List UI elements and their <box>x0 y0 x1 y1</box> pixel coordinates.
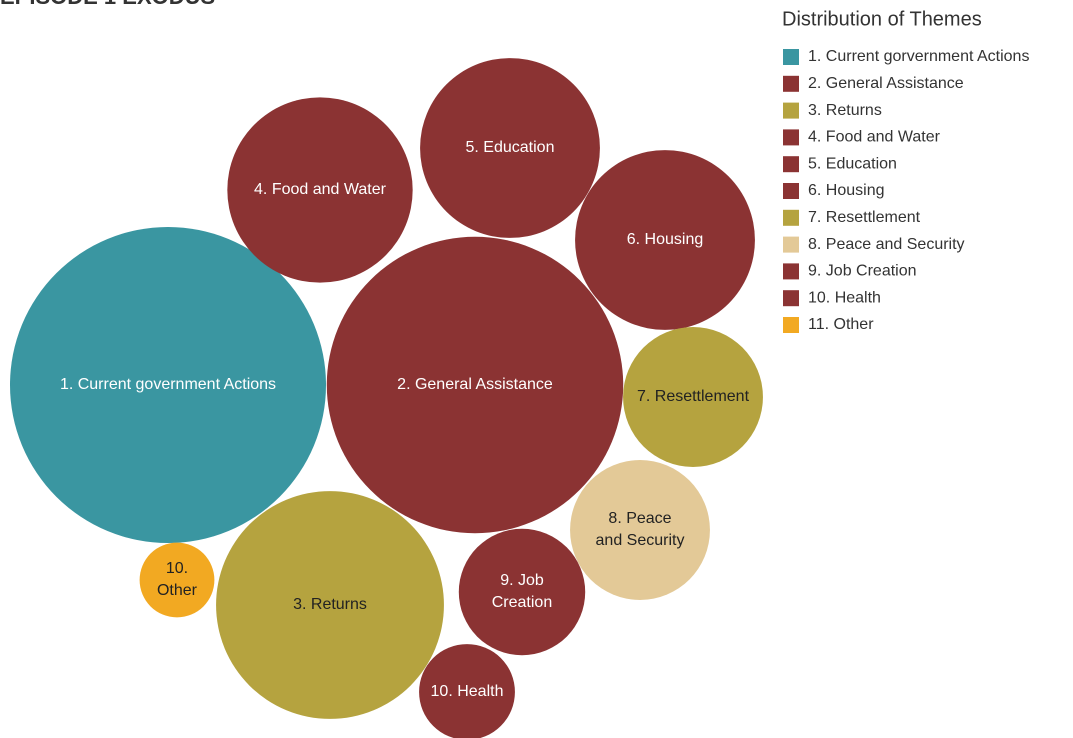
legend-swatch <box>783 156 799 173</box>
legend-label: 7. Resettlement <box>808 209 921 226</box>
bubble-label: 2. General Assistance <box>397 376 553 393</box>
legend-label: 6. Housing <box>808 182 885 199</box>
bubble <box>623 327 763 467</box>
legend-label: 11. Other <box>808 316 874 333</box>
legend-title: Distribution of Themes <box>782 8 982 30</box>
bubble <box>570 460 710 600</box>
bubble-label: 9. Job Creation <box>492 572 552 611</box>
bubble <box>10 227 326 543</box>
legend-swatch <box>783 183 799 199</box>
bubble <box>139 542 215 618</box>
bubble <box>216 491 444 719</box>
chart-title: EPISODE 1 EXODUS <box>0 0 215 9</box>
legend-label: 1. Current gorvernment Actions <box>808 48 1029 65</box>
legend-swatch <box>783 263 799 280</box>
bubble <box>420 58 600 238</box>
legend-swatch <box>783 75 799 92</box>
bubble-label: 1. Current government Actions <box>60 376 276 393</box>
legend-label: 2. General Assistance <box>808 75 964 92</box>
bubble-label: 4. Food and Water <box>254 181 387 198</box>
legend-label: 10. Health <box>808 289 881 306</box>
legend-swatch <box>783 236 799 253</box>
bubble <box>326 236 624 534</box>
legend-swatch <box>783 49 799 65</box>
legend-swatch <box>783 209 799 226</box>
legend-label: 4. Food and Water <box>808 129 941 146</box>
legend-swatch <box>783 317 799 333</box>
bubble <box>419 644 515 738</box>
legend-swatch <box>783 102 799 119</box>
legend-swatch <box>783 129 799 146</box>
bubble-label: 8. Peace and Security <box>596 510 685 549</box>
bubble <box>458 528 586 656</box>
legend-swatch <box>783 290 799 307</box>
bubble <box>227 97 413 283</box>
legend-label: 9. Job Creation <box>808 263 917 280</box>
bubble-label: 7. Resettlement <box>637 388 750 405</box>
legend-label: 5. Education <box>808 155 897 172</box>
bubble-label: 10. Health <box>431 683 504 700</box>
bubble-label: 5. Education <box>466 139 555 156</box>
bubble-label: 3. Returns <box>293 596 367 613</box>
bubble-label: 10. Other <box>157 560 198 599</box>
legend-label: 3. Returns <box>808 102 882 119</box>
bubble-label: 6. Housing <box>627 231 704 248</box>
bubble <box>575 150 755 330</box>
legend-label: 8. Peace and Security <box>808 236 965 253</box>
